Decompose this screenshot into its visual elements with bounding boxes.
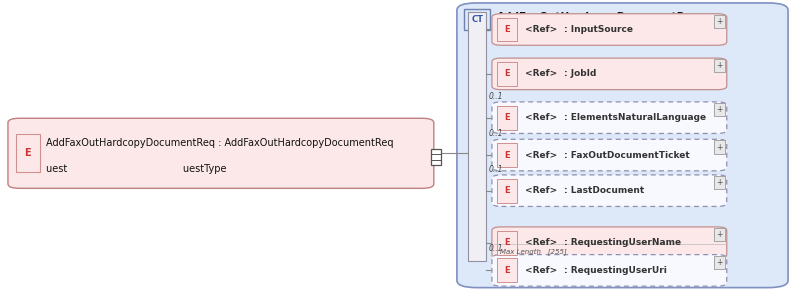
- FancyBboxPatch shape: [492, 14, 727, 45]
- FancyBboxPatch shape: [492, 139, 727, 171]
- Text: E: E: [504, 69, 510, 78]
- Text: 0..1: 0..1: [489, 165, 503, 174]
- Text: E: E: [504, 25, 510, 34]
- Text: AddFaxOutHardcopyDocumentReq: AddFaxOutHardcopyDocumentReq: [497, 12, 700, 22]
- Text: E: E: [25, 148, 31, 158]
- Text: E: E: [504, 113, 510, 122]
- FancyBboxPatch shape: [457, 3, 788, 288]
- Text: 0..1: 0..1: [489, 244, 503, 253]
- FancyBboxPatch shape: [497, 258, 517, 282]
- Text: +: +: [716, 178, 723, 187]
- Text: +: +: [716, 61, 723, 70]
- Text: : RequestingUserUri: : RequestingUserUri: [564, 266, 666, 275]
- FancyBboxPatch shape: [714, 140, 725, 154]
- FancyBboxPatch shape: [464, 9, 490, 30]
- Text: : FaxOutDocumentTicket: : FaxOutDocumentTicket: [564, 151, 689, 159]
- FancyBboxPatch shape: [497, 106, 517, 130]
- FancyBboxPatch shape: [492, 175, 727, 206]
- FancyBboxPatch shape: [492, 255, 727, 286]
- Text: uestType: uestType: [497, 24, 550, 34]
- Text: : RequestingUserName: : RequestingUserName: [564, 238, 681, 247]
- FancyBboxPatch shape: [714, 176, 725, 189]
- Text: +: +: [716, 230, 723, 239]
- Text: <Ref>: <Ref>: [525, 113, 558, 122]
- Text: E: E: [504, 151, 510, 159]
- FancyBboxPatch shape: [431, 149, 441, 165]
- FancyBboxPatch shape: [492, 227, 727, 258]
- Text: uest                                     uestType: uest uestType: [46, 164, 227, 174]
- Text: 0..1: 0..1: [489, 92, 503, 101]
- FancyBboxPatch shape: [492, 102, 727, 133]
- FancyBboxPatch shape: [714, 103, 725, 116]
- FancyBboxPatch shape: [497, 179, 517, 203]
- Text: : LastDocument: : LastDocument: [564, 186, 644, 195]
- Text: <Ref>: <Ref>: [525, 25, 558, 34]
- FancyBboxPatch shape: [497, 231, 517, 255]
- Text: 0..1: 0..1: [489, 129, 503, 138]
- Text: +: +: [716, 142, 723, 152]
- FancyBboxPatch shape: [16, 134, 40, 172]
- Text: E: E: [504, 186, 510, 195]
- Text: <Ref>: <Ref>: [525, 151, 558, 159]
- FancyBboxPatch shape: [497, 62, 517, 86]
- FancyBboxPatch shape: [468, 12, 486, 261]
- FancyBboxPatch shape: [714, 15, 725, 28]
- FancyBboxPatch shape: [714, 256, 725, 269]
- FancyBboxPatch shape: [497, 18, 517, 41]
- Text: <Ref>: <Ref>: [525, 186, 558, 195]
- FancyBboxPatch shape: [497, 143, 517, 167]
- Text: +: +: [716, 105, 723, 114]
- FancyBboxPatch shape: [492, 58, 727, 90]
- Text: E: E: [504, 266, 510, 275]
- Text: +: +: [716, 17, 723, 26]
- Text: : JobId: : JobId: [564, 69, 596, 78]
- Text: AddFaxOutHardcopyDocumentReq : AddFaxOutHardcopyDocumentReq: AddFaxOutHardcopyDocumentReq : AddFaxOut…: [46, 138, 394, 148]
- FancyBboxPatch shape: [8, 118, 434, 188]
- FancyBboxPatch shape: [714, 228, 725, 241]
- Text: <Ref>: <Ref>: [525, 238, 558, 247]
- Text: E: E: [504, 238, 510, 247]
- Text: CT: CT: [471, 15, 483, 24]
- Text: : ElementsNaturalLanguage: : ElementsNaturalLanguage: [564, 113, 706, 122]
- Text: <Ref>: <Ref>: [525, 69, 558, 78]
- Text: +: +: [716, 258, 723, 267]
- Text: : InputSource: : InputSource: [564, 25, 633, 34]
- Text: <Ref>: <Ref>: [525, 266, 558, 275]
- FancyBboxPatch shape: [714, 59, 725, 72]
- Text: Max Length   [255]: Max Length [255]: [500, 248, 567, 255]
